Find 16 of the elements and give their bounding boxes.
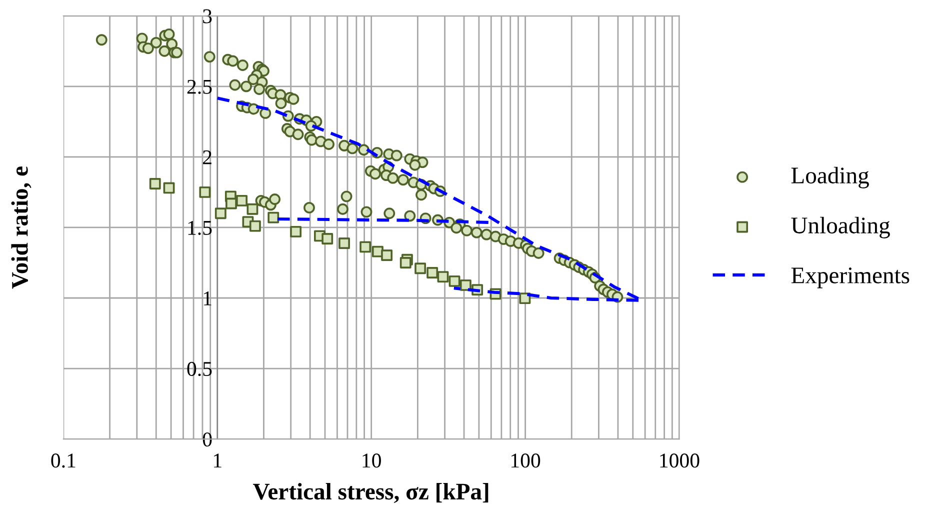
y-tick-label: 2 [203, 150, 212, 164]
x-tick-label: 100 [511, 454, 540, 468]
x-tick-label: 1000 [660, 454, 700, 468]
y-tick-label: 1 [204, 291, 212, 306]
x-tick-label: 0.1 [51, 454, 76, 468]
y-tick-label: 2.5 [187, 80, 212, 94]
x-tick-label: 10 [362, 454, 381, 468]
x-tick-label: 1 [214, 454, 222, 468]
legend-label: Loading [791, 166, 869, 188]
y-axis-title: Void ratio, e [11, 166, 32, 289]
x-axis-title: Vertical stress, σz [kPa] [253, 482, 488, 504]
y-tick-label: 1.5 [188, 220, 212, 235]
y-tick-label: 0.5 [187, 362, 212, 376]
legend-label: Experiments [791, 268, 910, 288]
legend-label: Unloading [791, 216, 890, 238]
y-tick-label: 3 [203, 9, 212, 24]
